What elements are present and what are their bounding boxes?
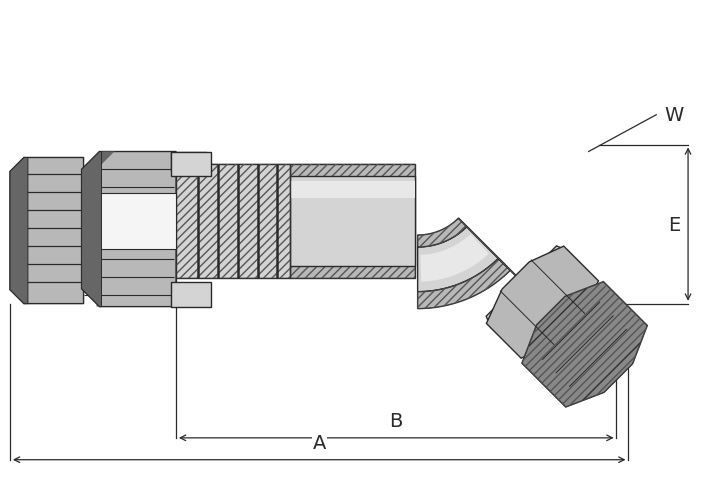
Polygon shape xyxy=(82,152,176,307)
Polygon shape xyxy=(171,157,206,172)
Polygon shape xyxy=(171,152,211,177)
Polygon shape xyxy=(522,282,647,407)
Text: E: E xyxy=(668,215,680,234)
Polygon shape xyxy=(418,259,510,309)
Polygon shape xyxy=(459,219,506,266)
Polygon shape xyxy=(486,247,598,359)
Polygon shape xyxy=(467,227,537,297)
Polygon shape xyxy=(176,165,291,278)
Polygon shape xyxy=(418,227,498,292)
Polygon shape xyxy=(171,152,206,157)
Polygon shape xyxy=(82,152,114,307)
Polygon shape xyxy=(82,152,101,307)
Polygon shape xyxy=(10,158,84,304)
Polygon shape xyxy=(498,259,549,309)
Polygon shape xyxy=(486,246,569,328)
Polygon shape xyxy=(291,165,415,278)
Polygon shape xyxy=(291,177,415,266)
Text: W: W xyxy=(664,106,683,125)
Polygon shape xyxy=(171,282,211,307)
Polygon shape xyxy=(418,219,467,248)
Polygon shape xyxy=(420,235,489,282)
Text: B: B xyxy=(389,411,403,430)
Polygon shape xyxy=(10,158,28,304)
Polygon shape xyxy=(82,194,176,250)
Text: A: A xyxy=(313,433,326,452)
Polygon shape xyxy=(291,182,415,199)
